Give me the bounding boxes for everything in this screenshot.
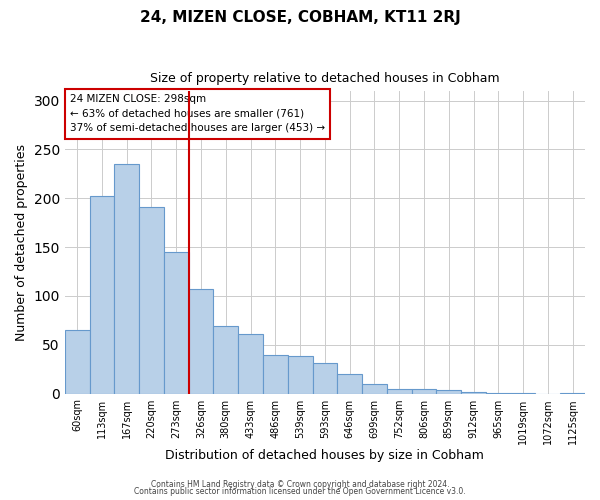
Title: Size of property relative to detached houses in Cobham: Size of property relative to detached ho…: [150, 72, 500, 86]
Bar: [511, 392, 535, 394]
Bar: [238, 334, 263, 394]
Bar: [188, 289, 214, 394]
Bar: [387, 388, 412, 394]
Text: 24, MIZEN CLOSE, COBHAM, KT11 2RJ: 24, MIZEN CLOSE, COBHAM, KT11 2RJ: [140, 10, 460, 25]
Bar: [436, 390, 461, 394]
Y-axis label: Number of detached properties: Number of detached properties: [15, 144, 28, 340]
Bar: [412, 388, 436, 394]
Bar: [337, 374, 362, 394]
Bar: [65, 330, 89, 394]
Bar: [288, 356, 313, 394]
Bar: [486, 392, 511, 394]
Bar: [89, 196, 115, 394]
X-axis label: Distribution of detached houses by size in Cobham: Distribution of detached houses by size …: [166, 450, 484, 462]
Bar: [362, 384, 387, 394]
Bar: [313, 364, 337, 394]
Bar: [461, 392, 486, 394]
Bar: [115, 164, 139, 394]
Bar: [560, 392, 585, 394]
Bar: [139, 207, 164, 394]
Text: Contains HM Land Registry data © Crown copyright and database right 2024.: Contains HM Land Registry data © Crown c…: [151, 480, 449, 489]
Text: 24 MIZEN CLOSE: 298sqm
← 63% of detached houses are smaller (761)
37% of semi-de: 24 MIZEN CLOSE: 298sqm ← 63% of detached…: [70, 94, 325, 134]
Text: Contains public sector information licensed under the Open Government Licence v3: Contains public sector information licen…: [134, 487, 466, 496]
Bar: [263, 354, 288, 394]
Bar: [214, 326, 238, 394]
Bar: [164, 252, 188, 394]
